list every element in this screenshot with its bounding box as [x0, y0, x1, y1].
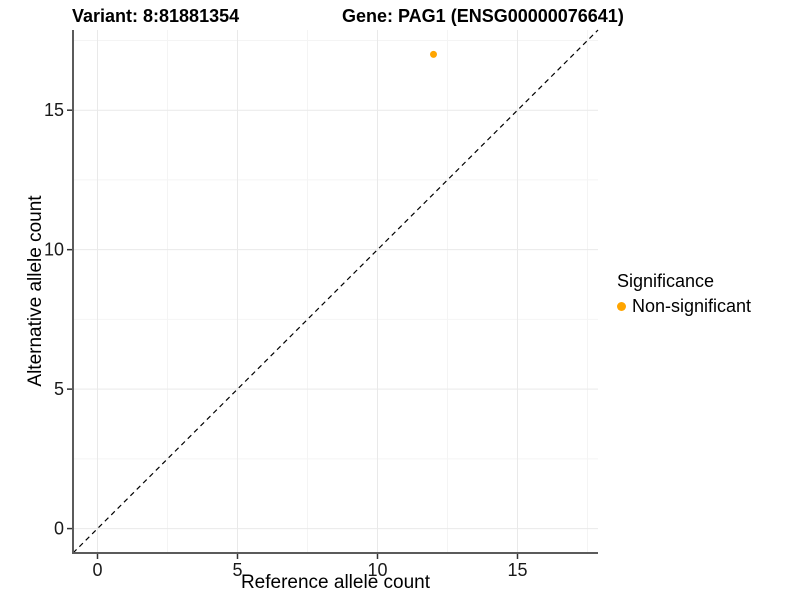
legend: Significance Non-significant: [617, 271, 751, 317]
data-points: [430, 50, 437, 58]
identity-line: [72, 29, 599, 554]
major-gridlines: [73, 30, 598, 553]
title-gene: Gene: PAG1 (ENSG00000076641): [342, 6, 624, 26]
axis-ticks: 0 5 10 15 0 5 10 15: [44, 100, 528, 580]
legend-key-dot-icon: [617, 302, 626, 311]
y-tick-label: 5: [54, 379, 64, 399]
x-tick-label: 5: [232, 560, 242, 580]
x-tick-label: 10: [367, 560, 387, 580]
data-point: [430, 50, 437, 58]
legend-entry-label: Non-significant: [632, 296, 752, 316]
minor-gridlines: [73, 30, 598, 553]
x-tick-label: 0: [92, 560, 102, 580]
x-tick-label: 15: [507, 560, 527, 580]
title-variant: Variant: 8:81881354: [72, 6, 240, 26]
legend-title: Significance: [617, 271, 715, 291]
y-tick-label: 0: [54, 519, 64, 539]
y-tick-label: 10: [44, 240, 64, 260]
legend-entry: Non-significant: [617, 296, 751, 317]
x-axis-label: Reference allele count: [240, 572, 431, 593]
y-tick-label: 15: [44, 100, 64, 120]
y-axis-label: Alternative allele count: [25, 195, 46, 387]
